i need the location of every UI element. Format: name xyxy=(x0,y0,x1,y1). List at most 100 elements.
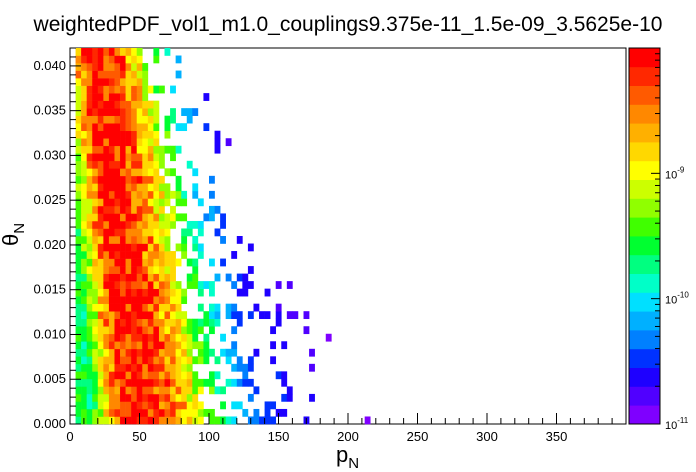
heatmap-cell xyxy=(214,145,221,154)
heatmap-cell xyxy=(209,288,215,297)
heatmap-cell xyxy=(75,251,82,259)
heatmap-cell xyxy=(108,348,115,357)
heatmap-cell xyxy=(164,220,171,229)
heatmap-cell xyxy=(158,303,165,312)
heatmap-cell xyxy=(86,333,93,342)
heatmap-cell xyxy=(186,386,193,395)
heatmap-cell xyxy=(103,318,110,327)
heatmap-cell xyxy=(120,145,126,154)
heatmap-cell xyxy=(158,416,165,425)
heatmap-cell xyxy=(81,63,87,71)
heatmap-cell xyxy=(131,318,138,327)
heatmap-cell xyxy=(175,70,182,79)
heatmap-cell xyxy=(103,258,110,267)
heatmap-cell xyxy=(253,386,260,395)
heatmap-cell xyxy=(75,311,82,320)
heatmap-cell xyxy=(92,386,99,395)
heatmap-cell xyxy=(81,401,87,410)
heatmap-cell xyxy=(214,205,221,214)
heatmap-cell xyxy=(97,273,104,282)
heatmap-cell xyxy=(153,145,160,154)
heatmap-cell xyxy=(164,371,171,380)
heatmap-cell xyxy=(231,311,238,320)
heatmap-cell xyxy=(147,333,154,342)
heatmap-cell xyxy=(186,348,193,357)
heatmap-cell xyxy=(120,85,126,94)
heatmap-cell xyxy=(175,341,182,350)
heatmap-cell xyxy=(108,100,115,109)
heatmap-cell xyxy=(136,198,143,207)
heatmap-cell xyxy=(81,100,87,109)
heatmap-cell xyxy=(120,386,126,395)
heatmap-cell xyxy=(153,190,160,199)
heatmap-cell xyxy=(158,401,165,410)
heatmap-cell xyxy=(158,318,165,327)
heatmap-cell xyxy=(120,93,126,101)
heatmap-cell xyxy=(147,288,154,297)
heatmap-cell xyxy=(75,378,82,387)
heatmap-cell xyxy=(103,371,110,380)
heatmap-cell xyxy=(164,115,171,124)
heatmap-cell xyxy=(103,386,110,395)
heatmap-cell xyxy=(125,281,132,289)
heatmap-cell xyxy=(153,288,160,297)
heatmap-cell xyxy=(170,205,176,214)
heatmap-cell xyxy=(97,190,104,199)
heatmap-cell xyxy=(103,251,110,259)
heatmap-cell xyxy=(142,251,149,259)
heatmap-cell xyxy=(209,281,215,289)
heatmap-cell xyxy=(108,333,115,342)
heatmap-cell xyxy=(81,175,87,184)
heatmap-cell xyxy=(158,236,165,244)
x-tick-label: 50 xyxy=(132,429,146,444)
heatmap-cell xyxy=(120,273,126,282)
heatmap-cell xyxy=(92,303,99,312)
x-tick-label: 250 xyxy=(407,429,429,444)
heatmap-cell xyxy=(125,183,132,192)
heatmap-cell xyxy=(120,190,126,199)
heatmap-cell xyxy=(108,168,115,177)
heatmap-cell xyxy=(170,401,176,410)
heatmap-cell xyxy=(231,348,238,357)
heatmap-cell xyxy=(186,371,193,380)
heatmap-cell xyxy=(136,190,143,199)
heatmap-cell xyxy=(181,341,188,350)
heatmap-cell xyxy=(136,183,143,192)
heatmap-cell xyxy=(186,318,193,327)
heatmap-cell xyxy=(92,160,99,169)
heatmap-cell xyxy=(203,333,210,342)
heatmap-cell xyxy=(142,363,149,372)
heatmap-cell xyxy=(86,138,93,147)
heatmap-cell xyxy=(108,311,115,320)
heatmap-cell xyxy=(120,318,126,327)
heatmap-cell xyxy=(131,123,138,132)
heatmap-cell xyxy=(97,228,104,237)
heatmap-cell xyxy=(142,78,149,86)
heatmap-cell xyxy=(192,220,199,229)
heatmap-cell xyxy=(75,160,82,169)
heatmap-cell xyxy=(108,175,115,184)
colorbar-swatch xyxy=(629,123,660,143)
heatmap-cell xyxy=(120,408,126,417)
heatmap-cell xyxy=(164,333,171,342)
heatmap-cell xyxy=(147,85,154,94)
heatmap-cell xyxy=(120,288,126,297)
heatmap-cell xyxy=(147,296,154,304)
heatmap-cell xyxy=(97,378,104,387)
heatmap-cell xyxy=(108,145,115,154)
heatmap-cell xyxy=(103,168,110,177)
heatmap-cell xyxy=(142,408,149,417)
heatmap-cell xyxy=(125,243,132,252)
heatmap-cell xyxy=(120,175,126,184)
heatmap-cell xyxy=(170,303,176,312)
heatmap-cell xyxy=(108,378,115,387)
heatmap-cell xyxy=(264,311,271,320)
heatmap-cell xyxy=(75,70,82,79)
heatmap-cell xyxy=(103,183,110,192)
heatmap-cell xyxy=(181,333,188,342)
heatmap-cell xyxy=(242,273,249,282)
heatmap-cell xyxy=(75,213,82,222)
heatmap-cell xyxy=(170,296,176,304)
heatmap-cell xyxy=(120,243,126,252)
heatmap-cell xyxy=(136,153,143,162)
